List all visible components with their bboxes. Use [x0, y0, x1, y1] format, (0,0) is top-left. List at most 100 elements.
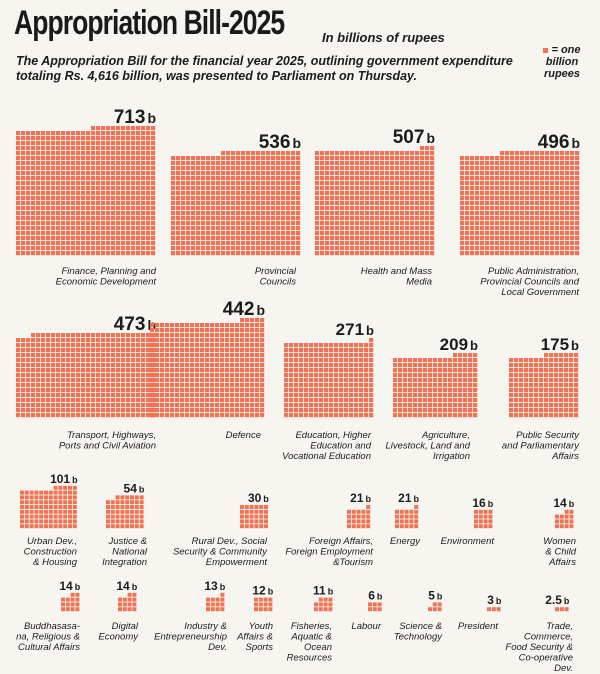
waffle-square: [16, 206, 21, 211]
waffle-square: [76, 176, 81, 181]
waffle-square: [345, 206, 350, 211]
waffle-square: [309, 388, 314, 393]
waffle-square: [141, 348, 146, 353]
waffle-square: [196, 231, 201, 236]
waffle-square: [271, 166, 276, 171]
waffle-square: [126, 348, 131, 353]
waffle-square: [339, 388, 344, 393]
waffle-square: [549, 408, 554, 413]
waffle-square: [151, 236, 156, 241]
waffle-square: [134, 500, 139, 505]
waffle-square: [251, 251, 256, 256]
waffle-square: [500, 221, 505, 226]
waffle-square: [560, 191, 565, 196]
waffle-square: [574, 398, 579, 403]
waffle-square: [41, 348, 46, 353]
waffle-square: [216, 166, 221, 171]
waffle-square: [559, 403, 564, 408]
waffle-square: [91, 191, 96, 196]
value-suffix: b: [571, 135, 580, 151]
waffle-square: [545, 191, 550, 196]
waffle-square: [540, 191, 545, 196]
waffle-square: [529, 368, 534, 373]
waffle-square: [181, 181, 186, 186]
waffle-square: [96, 378, 101, 383]
waffle-square: [205, 353, 210, 358]
waffle-square: [340, 186, 345, 191]
waffle-square: [408, 408, 413, 413]
waffle-square: [185, 333, 190, 338]
waffle-square: [46, 408, 51, 413]
waffle-square: [428, 393, 433, 398]
waffle-square: [46, 403, 51, 408]
waffle-square: [41, 131, 46, 136]
waffle-square: [320, 201, 325, 206]
waffle-square: [335, 231, 340, 236]
waffle-square: [345, 181, 350, 186]
waffle-square: [34, 514, 39, 519]
waffle-square: [26, 383, 31, 388]
waffle-square: [21, 353, 26, 358]
waffle-square: [375, 251, 380, 256]
waffle-square: [443, 393, 448, 398]
waffle-square: [48, 514, 53, 519]
waffle-square: [91, 343, 96, 348]
waffle-square: [474, 524, 478, 529]
waffle-square: [120, 524, 125, 529]
waffle-square: [185, 413, 190, 418]
value-suffix: b: [139, 484, 145, 494]
waffle-square: [36, 408, 41, 413]
waffle-square: [325, 241, 330, 246]
waffle-square: [181, 176, 186, 181]
waffle-square: [111, 368, 116, 373]
waffle-square: [365, 161, 370, 166]
waffle-square: [106, 509, 110, 514]
waffle-square: [186, 226, 191, 231]
waffle-square: [344, 388, 349, 393]
waffle-square: [390, 231, 395, 236]
waffle-square: [221, 156, 226, 161]
waffle-square: [299, 348, 304, 353]
waffle-square: [271, 186, 276, 191]
waffle-square: [111, 373, 116, 378]
waffle-square: [320, 176, 325, 181]
waffle-square: [101, 151, 106, 156]
waffle-square: [216, 251, 221, 256]
waffle-square: [51, 216, 56, 221]
waffle-square: [41, 343, 46, 348]
waffle-square: [220, 597, 225, 602]
waffle-square: [26, 353, 31, 358]
waffle-square: [132, 602, 137, 607]
category-label: Public Administration, Provincial Council…: [480, 266, 579, 298]
waffle-square: [16, 196, 21, 201]
waffle-square: [126, 333, 131, 338]
waffle-square: [226, 211, 231, 216]
waffle-square: [126, 398, 131, 403]
waffle-square: [509, 408, 514, 413]
waffle-square: [470, 191, 475, 196]
category-label: Digital Economy: [98, 621, 139, 643]
waffle-square: [205, 413, 210, 418]
waffle-square: [66, 166, 71, 171]
waffle-square: [146, 146, 151, 151]
waffle-square: [530, 191, 535, 196]
waffle-square: [136, 206, 141, 211]
waffle-square: [323, 597, 328, 602]
waffle-square: [276, 151, 281, 156]
waffle-square: [535, 191, 540, 196]
waffle-square: [276, 241, 281, 246]
waffle-square: [111, 383, 116, 388]
waffle-square: [366, 509, 371, 514]
waffle-square: [510, 156, 515, 161]
waffle-square: [395, 181, 400, 186]
category-label-line: Media: [406, 277, 432, 288]
waffle-square: [320, 196, 325, 201]
waffle-square: [201, 221, 206, 226]
waffle-square: [31, 216, 36, 221]
value-suffix: b: [470, 338, 478, 353]
waffle-square: [195, 338, 200, 343]
waffle-square: [465, 216, 470, 221]
waffle-square: [271, 171, 276, 176]
waffle-square: [415, 211, 420, 216]
page-title: Appropriation Bill-2025: [14, 4, 285, 42]
